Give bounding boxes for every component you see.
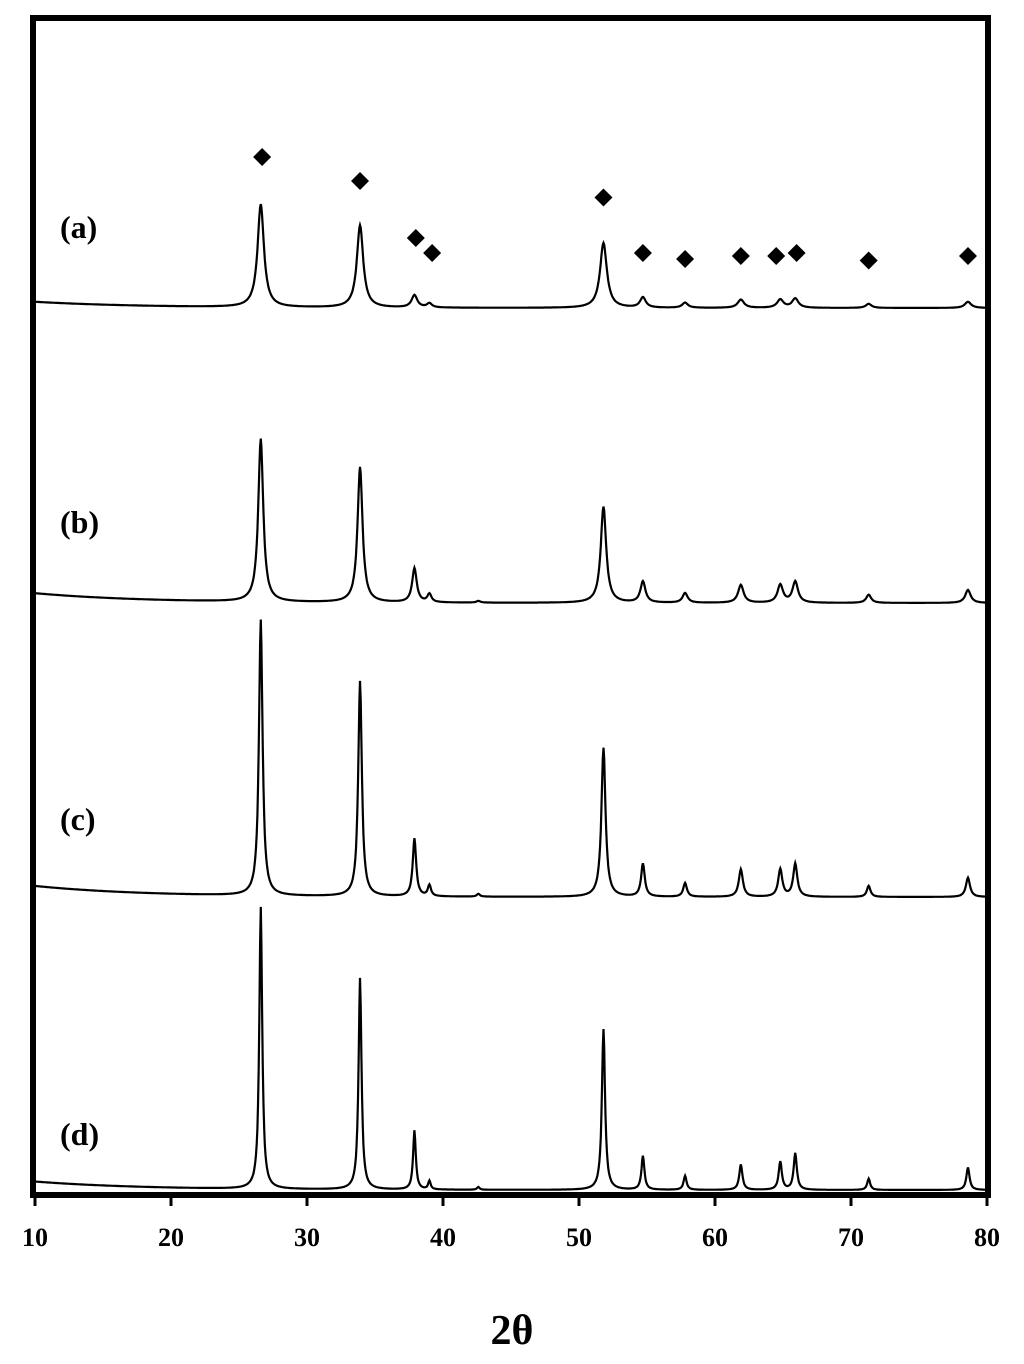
x-tick-label: 60 — [702, 1223, 728, 1252]
series-line-d — [34, 906, 988, 1192]
phase-marker-diamond — [676, 250, 695, 268]
x-tick-label: 50 — [566, 1223, 592, 1252]
marker-layer — [253, 148, 977, 270]
x-tick-label: 40 — [430, 1223, 456, 1252]
series-label-c: (c) — [60, 801, 96, 837]
x-tick-label: 80 — [974, 1223, 1000, 1252]
x-axis: 10 20 30 40 50 60 70 80 — [22, 1195, 1000, 1252]
phase-marker-diamond — [633, 244, 652, 262]
series-line-c — [34, 619, 988, 899]
x-axis-title: 2θ — [491, 1308, 534, 1354]
series-label-layer: (a) (b) (c) (d) — [60, 209, 99, 1152]
series-layer — [34, 203, 988, 1192]
series-line-b — [35, 438, 987, 605]
series-label-a: (a) — [60, 209, 97, 245]
phase-marker-diamond — [787, 244, 806, 262]
series-line-a — [35, 203, 987, 309]
x-tick-label: 10 — [22, 1223, 48, 1252]
phase-marker-diamond — [253, 148, 272, 166]
plot-frame — [30, 15, 991, 1198]
phase-marker-diamond — [859, 251, 878, 270]
series-label-b: (b) — [60, 504, 99, 540]
phase-marker-diamond — [594, 188, 613, 207]
x-tick-label: 30 — [294, 1223, 320, 1252]
phase-marker-diamond — [767, 247, 786, 265]
phase-marker-diamond — [406, 229, 425, 247]
phase-marker-diamond — [731, 247, 750, 265]
x-tick-label: 20 — [158, 1223, 184, 1252]
series-label-d: (d) — [60, 1116, 99, 1152]
phase-marker-diamond — [958, 247, 977, 265]
x-tick-label: 70 — [838, 1223, 864, 1252]
phase-marker-diamond — [351, 172, 370, 190]
phase-marker-diamond — [423, 244, 442, 262]
